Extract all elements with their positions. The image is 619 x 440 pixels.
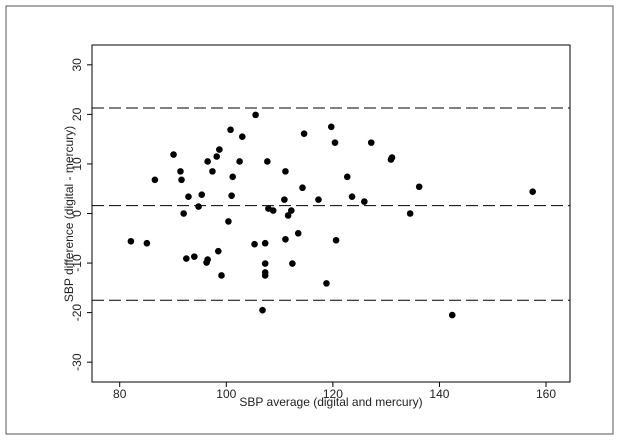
point xyxy=(238,133,246,140)
outer-frame xyxy=(5,5,614,435)
point xyxy=(225,218,232,225)
point xyxy=(170,151,177,158)
point xyxy=(287,207,295,214)
point xyxy=(261,239,269,247)
point xyxy=(367,139,375,146)
x-tick-label: 160 xyxy=(536,387,556,401)
point xyxy=(236,158,243,165)
x-tick-label: 120 xyxy=(323,387,343,401)
y-tick-label: -30 xyxy=(70,353,84,371)
point xyxy=(343,173,351,181)
point xyxy=(282,235,289,243)
point xyxy=(388,154,396,161)
y-tick-label: 10 xyxy=(70,157,84,171)
x-tick-label: 80 xyxy=(113,387,127,401)
point xyxy=(229,173,236,181)
x-axis-label: SBP average (digital and mercury) xyxy=(239,395,422,409)
y-axis-label: SBP difference (digital - mercury) xyxy=(62,126,76,302)
point xyxy=(183,255,190,262)
point xyxy=(198,191,206,198)
point xyxy=(228,192,235,199)
x-tick-label: 140 xyxy=(429,387,449,401)
point xyxy=(529,188,536,195)
point xyxy=(195,203,202,210)
point xyxy=(213,153,220,160)
point xyxy=(218,272,225,279)
point xyxy=(264,158,271,165)
point xyxy=(300,130,308,138)
point xyxy=(299,184,306,192)
point xyxy=(332,236,340,244)
x-tick-label: 100 xyxy=(216,387,236,401)
y-tick-label: 30 xyxy=(70,58,84,72)
point xyxy=(289,260,296,267)
y-tick-label: 20 xyxy=(70,107,84,121)
point xyxy=(284,212,292,219)
point xyxy=(282,168,289,175)
point xyxy=(216,146,223,153)
point xyxy=(415,183,423,191)
point xyxy=(294,230,302,237)
y-tick-label: 0 xyxy=(70,210,84,217)
point xyxy=(177,168,184,175)
point xyxy=(252,111,259,119)
point xyxy=(323,280,330,287)
point xyxy=(331,139,339,146)
point xyxy=(204,256,211,263)
point xyxy=(261,260,269,267)
y-tick-label: -10 xyxy=(70,254,84,272)
point xyxy=(214,247,222,255)
point xyxy=(327,123,335,131)
point xyxy=(448,311,456,319)
point xyxy=(281,196,288,203)
point xyxy=(261,269,269,276)
point xyxy=(269,207,277,214)
point xyxy=(191,253,198,260)
point xyxy=(151,176,159,184)
point xyxy=(259,306,266,314)
point xyxy=(251,240,258,248)
point xyxy=(178,176,185,184)
point xyxy=(315,196,322,203)
point xyxy=(406,210,414,217)
y-tick-label: -20 xyxy=(70,304,84,322)
point xyxy=(180,210,187,217)
point xyxy=(348,193,356,200)
point xyxy=(127,237,135,245)
point xyxy=(209,168,216,175)
point xyxy=(227,126,234,134)
point xyxy=(185,193,192,200)
point xyxy=(143,239,151,247)
point xyxy=(204,158,211,165)
point xyxy=(361,198,368,205)
